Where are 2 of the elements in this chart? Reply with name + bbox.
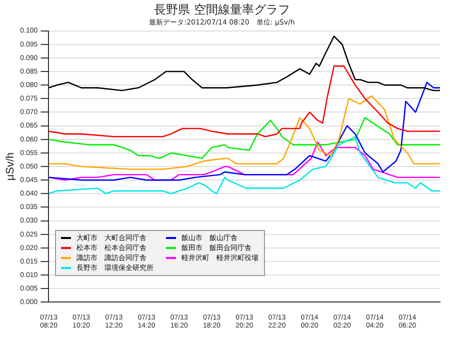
y-axis-title: μSv/h bbox=[4, 152, 17, 181]
chart-title: 長野県 空間線量率グラフ bbox=[154, 2, 290, 16]
